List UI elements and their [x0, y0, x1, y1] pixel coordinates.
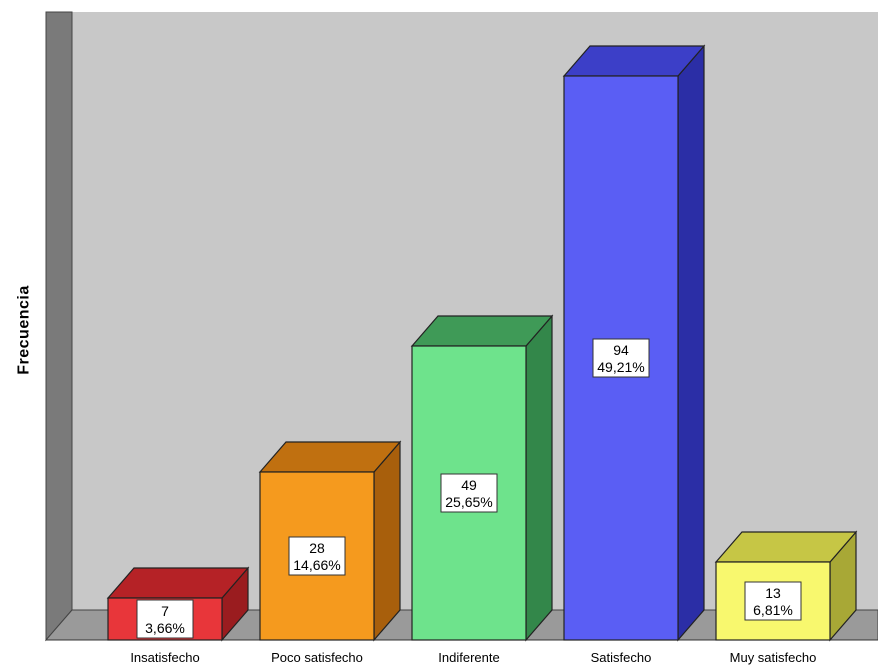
data-label-box-3	[592, 338, 650, 378]
data-label-value-4: 13	[765, 585, 781, 601]
data-label-value-2: 49	[461, 477, 477, 493]
x-tick-label-0: Insatisfecho	[130, 650, 199, 665]
data-label-value-1: 28	[309, 540, 325, 556]
data-label-percent-1: 14,66%	[293, 557, 340, 573]
x-tick-label-4: Muy satisfecho	[730, 650, 817, 665]
data-label-box-4	[744, 581, 802, 621]
bar-side-1	[373, 440, 401, 642]
x-tick-label-2: Indiferente	[438, 650, 499, 665]
data-label-percent-2: 25,65%	[445, 494, 492, 510]
bar-side-3	[677, 44, 705, 642]
data-label-percent-0: 3,66%	[145, 620, 185, 636]
data-label-value-0: 7	[161, 603, 169, 619]
x-tick-label-3: Satisfecho	[591, 650, 652, 665]
bar-0: 73,66% Insatisfecho	[106, 566, 250, 665]
data-label-percent-3: 49,21%	[597, 359, 644, 375]
data-label-value-3: 94	[613, 342, 629, 358]
data-label-box-0	[136, 599, 194, 639]
data-label-box-1	[288, 536, 346, 576]
x-tick-label-1: Poco satisfecho	[271, 650, 363, 665]
data-label-box-2	[440, 473, 498, 513]
y-axis-label: Frecuencia	[16, 285, 34, 375]
bar-4: 136,81% Muy satisfecho	[714, 530, 858, 665]
data-label-percent-4: 6,81%	[753, 602, 793, 618]
left-wall	[45, 11, 73, 642]
y-axis-label-wrap: Frecuencia	[10, 200, 40, 460]
bar-side-2	[525, 314, 553, 642]
